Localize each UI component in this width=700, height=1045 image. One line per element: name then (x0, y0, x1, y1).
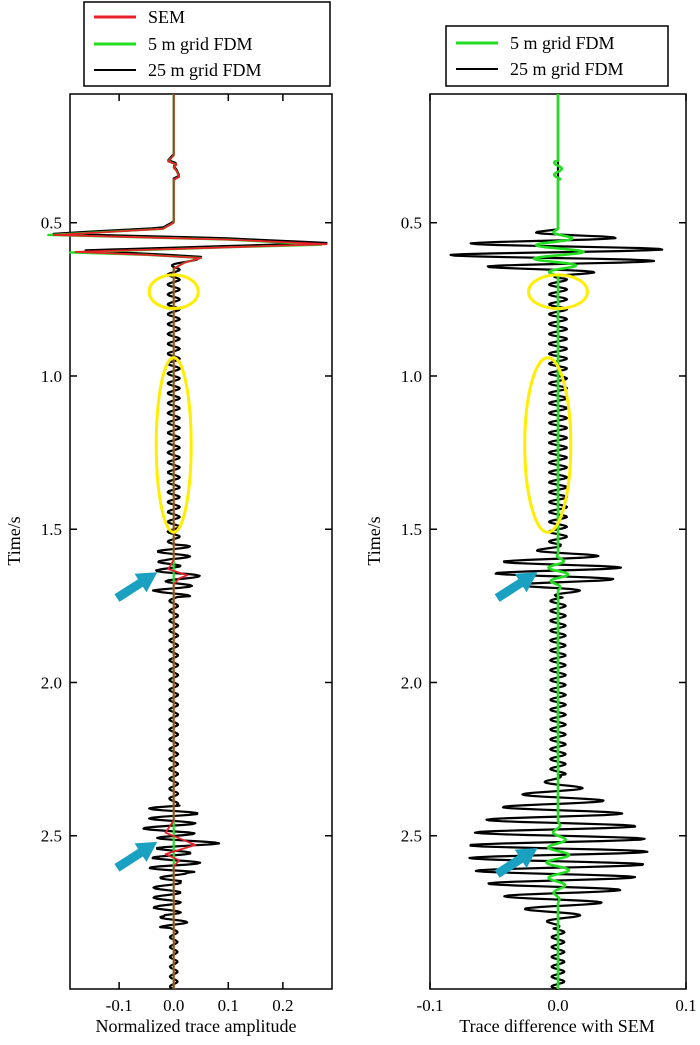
ytick-label-right-2: 1.5 (401, 520, 422, 539)
arrow-shape-left-1 (114, 841, 158, 872)
axes-left: 0.5 1.0 1.5 2.0 2.5 -0.1 0.0 0.1 0.2 (41, 94, 332, 1015)
arrow-shape-right-1 (494, 848, 538, 878)
series-line-right-fdm25 (449, 93, 664, 991)
ytick-label-left-2: 1.5 (41, 520, 62, 539)
plot-right (449, 93, 664, 991)
series-line-left-sem (52, 94, 328, 989)
highlight-ellipse-right-0 (527, 273, 589, 311)
axes-right: 0.5 1.0 1.5 2.0 2.5 -0.1 0.0 0.1 (401, 94, 697, 1015)
ytick-label-right-4: 2.5 (401, 827, 422, 846)
xtick-label-left-2: 0.1 (218, 996, 239, 1015)
highlight-ellipse-right-1 (523, 356, 573, 534)
xtick-label-right-0: -0.1 (417, 996, 444, 1015)
legend-right: 5 m grid FDM 25 m grid FDM (445, 25, 669, 87)
ylabel-right: Time/s (364, 516, 384, 565)
arrow-shape-left-0 (114, 572, 158, 602)
ytick-label-left-3: 2.0 (41, 673, 62, 692)
ytick-label-right-0: 0.5 (401, 214, 422, 233)
legend-right-box (445, 25, 669, 87)
arrow-right-1 (494, 848, 538, 878)
arrow-left-0 (114, 572, 158, 602)
legend-left-label-fdm5: 5 m grid FDM (148, 34, 253, 54)
series-line-left-fdm25 (52, 93, 328, 990)
series-line-right-fdm5 (532, 93, 585, 990)
xtick-label-left-1: 0.0 (163, 996, 184, 1015)
ytick-label-left-0: 0.5 (41, 214, 62, 233)
xtick-label-left-0: -0.1 (106, 996, 133, 1015)
xlabel-left: Normalized trace amplitude (96, 1016, 297, 1036)
ytick-label-right-1: 1.0 (401, 367, 422, 386)
xlabel-right: Trace difference with SEM (459, 1016, 654, 1036)
plot-frame-left (69, 93, 333, 990)
xtick-label-right-1: 0.0 (547, 996, 568, 1015)
legend-left-label-fdm25: 25 m grid FDM (148, 60, 262, 80)
legend-right-label-fdm5: 5 m grid FDM (510, 33, 615, 53)
legend-left-label-sem: SEM (148, 7, 185, 27)
arrow-left-1 (114, 841, 158, 872)
highlight-ellipse-left-1 (154, 356, 193, 534)
xtick-label-left-3: 0.2 (272, 996, 293, 1015)
legend-left: SEM 5 m grid FDM 25 m grid FDM (83, 1, 331, 87)
ytick-label-right-3: 2.0 (401, 673, 422, 692)
arrow-right-0 (494, 572, 538, 602)
arrow-shape-right-0 (494, 572, 538, 602)
plot-left (47, 93, 328, 990)
highlight-ellipse-left-0 (147, 273, 200, 311)
ytick-label-left-4: 2.5 (41, 827, 62, 846)
xtick-label-right-2: 0.1 (675, 996, 696, 1015)
legend-right-label-fdm25: 25 m grid FDM (510, 59, 624, 79)
ylabel-left: Time/s (4, 516, 24, 565)
ytick-label-left-1: 1.0 (41, 367, 62, 386)
